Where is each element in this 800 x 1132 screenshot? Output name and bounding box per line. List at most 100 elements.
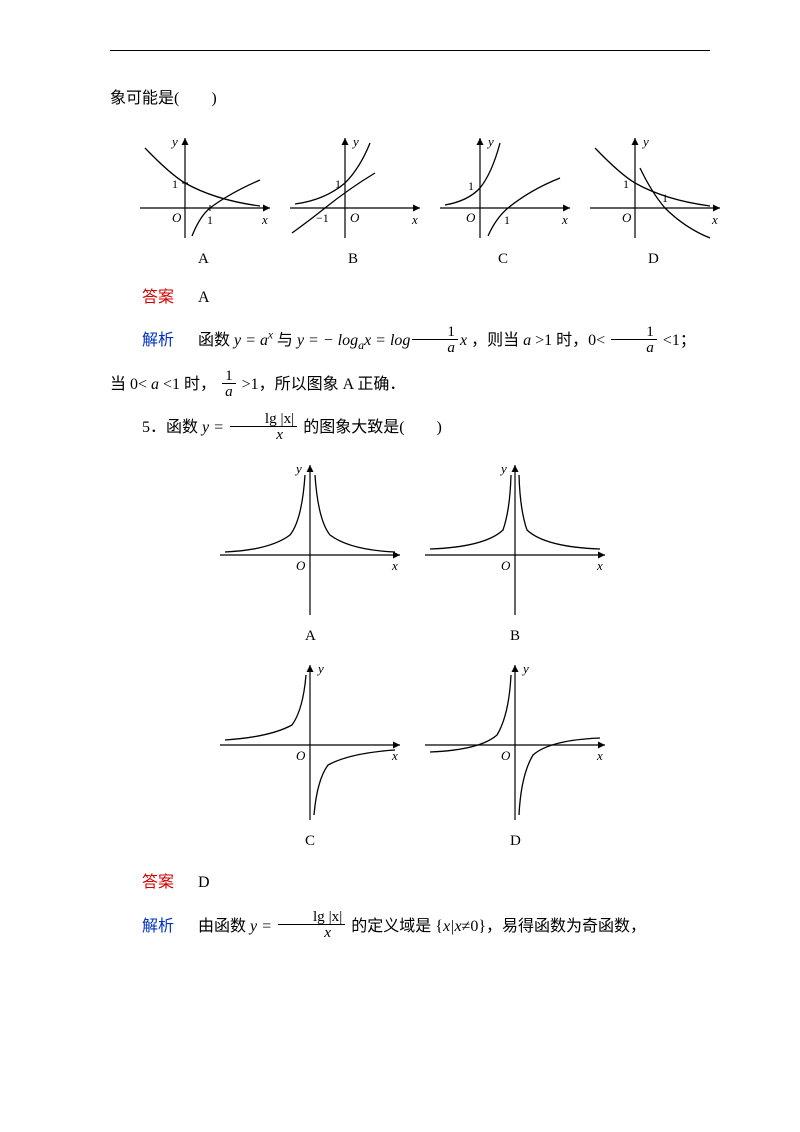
var-a: a <box>151 376 159 393</box>
answer-label: 答案 <box>142 289 174 306</box>
q4-answer-line: 答案 A <box>110 280 710 315</box>
axis-x: x <box>596 558 603 573</box>
num: 1 <box>611 324 657 340</box>
q4-explain-line1: 解析 函数 y = ax 与 y = − logax = log1ax ，则当 … <box>110 323 710 359</box>
label-B: B <box>510 628 520 644</box>
q5-explain-line: 解析 由函数 y = lg |x|x 的定义域是 {x|x≠0}，易得函数为奇函… <box>110 909 710 944</box>
tick-1x: 1 <box>662 191 668 205</box>
x-eq-log: x = log <box>364 332 410 349</box>
axis-y: y <box>351 134 359 149</box>
q4-panel-D: x y O 1 1 D <box>590 134 720 267</box>
axis-y: y <box>294 461 302 476</box>
den: x <box>278 925 345 940</box>
tick-1y: 1 <box>172 177 178 191</box>
origin: O <box>501 558 511 573</box>
label-D: D <box>510 833 521 849</box>
origin: O <box>622 210 632 225</box>
frac-1a2: 1a <box>611 324 657 355</box>
axis-x: x <box>391 558 398 573</box>
top-rule <box>110 50 710 51</box>
axis-y: y <box>316 661 324 676</box>
label-C: C <box>498 251 508 267</box>
frac-lgx: lg |x|x <box>230 411 297 442</box>
t: 函数 <box>198 332 234 349</box>
axis-x: x <box>711 212 718 227</box>
q5-stem: 5．函数 y = lg |x|x 的图象大致是( ) <box>110 410 710 445</box>
label-D: D <box>648 251 659 267</box>
tick-1y: 1 <box>335 177 341 191</box>
num: 1 <box>222 368 236 384</box>
num: lg |x| <box>230 411 297 427</box>
origin: O <box>296 748 306 763</box>
frac-1a: 1a <box>412 324 458 355</box>
t: <1； <box>663 332 696 349</box>
y-eq-ax: y = a <box>234 332 268 349</box>
den: x <box>230 427 297 442</box>
answer-value: D <box>198 874 210 891</box>
sup-x: x <box>268 330 273 342</box>
xbar: x|x <box>443 918 462 935</box>
tick-1y: 1 <box>468 179 474 193</box>
answer-label: 答案 <box>142 874 174 891</box>
origin: O <box>466 210 476 225</box>
axis-y: y <box>521 661 529 676</box>
page-content: 象可能是( ) x y O 1 <box>0 0 800 992</box>
origin: O <box>501 748 511 763</box>
frac-1a3: 1a <box>222 368 236 399</box>
y-neglog: y = − log <box>297 332 358 349</box>
tick-1y: 1 <box>623 177 629 191</box>
frac-lgx2: lg |x|x <box>278 909 345 940</box>
den: a <box>611 340 657 355</box>
axis-y: y <box>486 134 494 149</box>
den: a <box>412 340 458 355</box>
q5-figure: x y O A x y O B x <box>110 455 710 855</box>
t: 的定义域是 { <box>351 918 443 935</box>
q5-panel-B: x y O B <box>425 461 605 644</box>
var-x: x <box>460 332 467 349</box>
t: 由函数 <box>198 918 250 935</box>
axis-y: y <box>641 134 649 149</box>
t: 当 0< <box>110 376 147 393</box>
label-A: A <box>198 251 209 267</box>
q4-panel-A: x y O 1 1 A <box>140 134 270 267</box>
label-A: A <box>305 628 316 644</box>
t: ≠0}，易得函数为奇函数， <box>462 918 646 935</box>
y-eq: y = <box>250 918 276 935</box>
answer-value: A <box>198 289 210 306</box>
num: 1 <box>412 324 458 340</box>
tick-1x: 1 <box>207 213 213 227</box>
q4-svg: x y O 1 1 A x y O <box>130 128 730 268</box>
t: 与 <box>277 332 297 349</box>
den: a <box>222 384 236 399</box>
var-a: a <box>523 332 531 349</box>
t: 的图象大致是( ) <box>303 419 442 436</box>
y-eq: y = <box>202 419 228 436</box>
num: lg |x| <box>278 909 345 925</box>
axis-x: x <box>561 212 568 227</box>
q5-answer-line: 答案 D <box>110 865 710 900</box>
axis-x: x <box>411 212 418 227</box>
tick-1x: 1 <box>504 213 510 227</box>
q4-panel-C: x y O 1 1 C <box>440 134 570 267</box>
axis-x: x <box>261 212 268 227</box>
axis-x: x <box>596 748 603 763</box>
explain-label: 解析 <box>142 332 174 349</box>
q5-svg: x y O A x y O B x <box>200 455 620 855</box>
q4-panel-B: x y O 1 −1 B <box>290 134 420 267</box>
origin: O <box>172 210 182 225</box>
label-C: C <box>305 833 315 849</box>
axis-y: y <box>499 461 507 476</box>
origin: O <box>296 558 306 573</box>
q4-tail-text: 象可能是( ) <box>110 90 217 107</box>
q5-panel-A: x y O A <box>220 461 400 644</box>
t: >1，所以图象 A 正确． <box>242 376 406 393</box>
explain-label: 解析 <box>142 918 174 935</box>
q4-tail-line: 象可能是( ) <box>110 81 710 116</box>
axis-y: y <box>170 134 178 149</box>
q4-figure: x y O 1 1 A x y O <box>130 128 710 268</box>
t: ，则当 <box>471 332 523 349</box>
tick-neg1: −1 <box>316 211 329 225</box>
t: >1 时，0< <box>535 332 605 349</box>
t: 5．函数 <box>142 419 202 436</box>
q4-explain-line2: 当 0< a <1 时， 1a >1，所以图象 A 正确． <box>110 367 710 402</box>
